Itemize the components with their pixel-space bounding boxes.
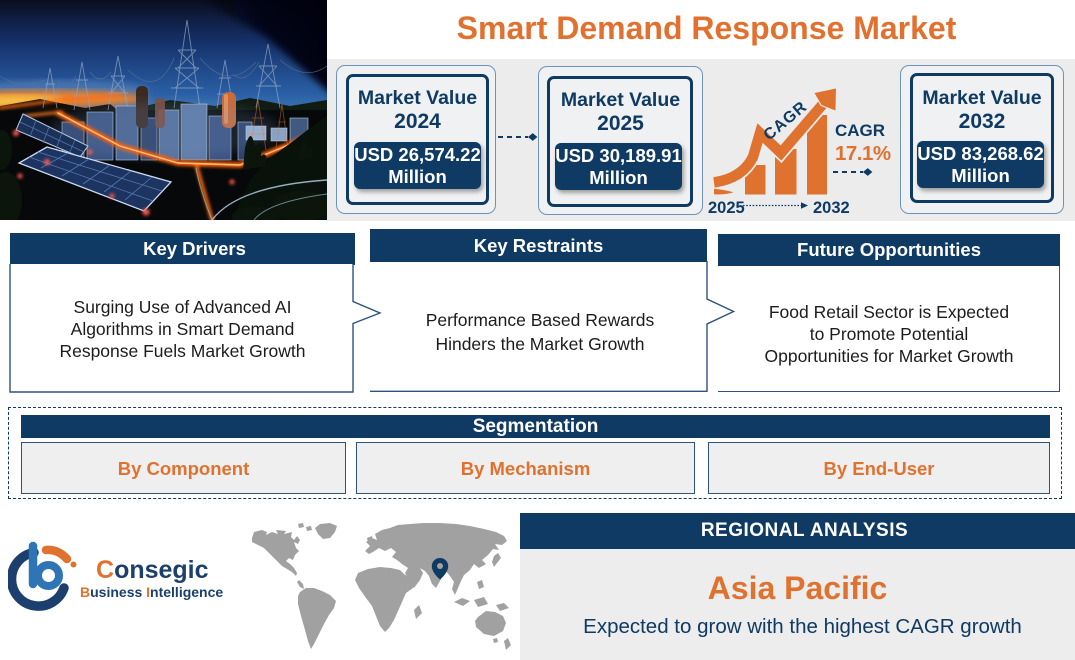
svg-text:2032: 2032 (813, 199, 850, 217)
svg-text:Consegic: Consegic (96, 556, 209, 584)
svg-text:Business Intelligence: Business Intelligence (80, 584, 223, 600)
svg-text:2025: 2025 (708, 199, 745, 217)
